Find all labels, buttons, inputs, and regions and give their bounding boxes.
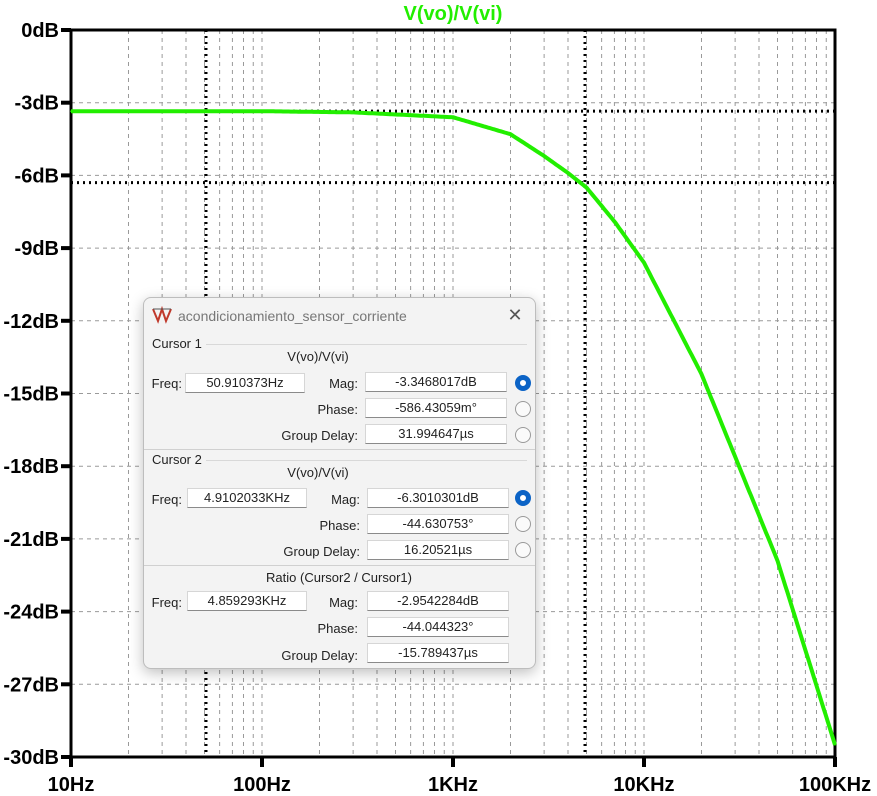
cursor1-gd-field[interactable]: 31.994647µs [365, 424, 507, 444]
cursor2-phase-field[interactable]: -44.630753° [367, 514, 509, 534]
cursor1-phase-field[interactable]: -586.43059m° [365, 398, 507, 418]
separator [144, 449, 535, 450]
cursor1-phase-label: Phase: [317, 402, 358, 417]
cursor2-freq-label: Freq: [151, 492, 182, 507]
data-point [585, 186, 588, 189]
cursor1-freq-label: Freq: [151, 376, 182, 391]
ratio-phase-field[interactable]: -44.044323° [367, 617, 509, 637]
cursor2-mag-field[interactable]: -6.3010301dB [367, 488, 509, 508]
separator [144, 565, 535, 566]
y-tick-label: -24dB [3, 602, 59, 624]
cursor2-gd-radio[interactable] [515, 542, 531, 558]
axis-labels: 0dB -3dB -6dB -9dB -12dB -15dB -18dB -21dB -24dB… [3, 20, 871, 796]
y-tick-label: -9dB [15, 238, 59, 260]
cursor2-freq-field[interactable]: 4.9102033KHz [187, 488, 307, 508]
x-tick-label: 100Hz [233, 774, 291, 796]
data-point [352, 111, 354, 114]
cursor1-mag-label: Mag: [329, 376, 358, 391]
cursor2-mag-radio[interactable] [515, 490, 531, 506]
data-point [452, 116, 454, 119]
series-layer [70, 109, 837, 746]
cursor1-expression: V(vo)/V(vi) [287, 349, 349, 364]
y-tick-label: -27dB [3, 674, 59, 696]
y-tick-label: -18dB [3, 456, 59, 478]
y-tick-label: 0dB [21, 20, 59, 42]
data-point [776, 559, 779, 562]
ratio-freq-field[interactable]: 4.859293KHz [187, 591, 307, 611]
x-tick-label: 1KHz [428, 774, 478, 796]
cursor2-expression: V(vo)/V(vi) [287, 465, 349, 480]
cursor2-gd-field[interactable]: 16.20521µs [367, 540, 509, 560]
data-point [613, 220, 616, 223]
cursor1-group-line [206, 344, 527, 345]
y-tick-label: -21dB [3, 529, 59, 551]
y-tick-label: -30dB [3, 747, 59, 769]
cursor1-freq-field[interactable]: 50.910373Hz [185, 373, 305, 393]
y-tick-label: -15dB [3, 384, 59, 406]
x-tick-label: 100KHz [799, 774, 871, 796]
data-point [543, 155, 545, 157]
cursor1-phase-radio[interactable] [515, 401, 531, 417]
data-point [834, 744, 836, 746]
ratio-mag-label: Mag: [329, 595, 358, 610]
cursor1-mag-field[interactable]: -3.3468017dB [365, 372, 507, 392]
cursor2-group-label: Cursor 2 [152, 452, 202, 467]
dialog-title: acondicionamiento_sensor_corriente [178, 308, 407, 324]
ratio-freq-label: Freq: [151, 595, 182, 610]
y-tick-label: -3dB [15, 93, 59, 115]
ratio-mag-field[interactable]: -2.9542284dB [367, 591, 509, 611]
ratio-gd-field[interactable]: -15.789437µs [367, 643, 509, 663]
cursor2-gd-label: Group Delay: [283, 544, 360, 559]
x-tick-label: 10Hz [48, 774, 95, 796]
cursor1-gd-radio[interactable] [515, 427, 531, 443]
data-point [70, 110, 72, 112]
chart-title[interactable]: V(vo)/V(vi) [404, 3, 503, 25]
dialog-titlebar[interactable]: acondicionamiento_sensor_corriente ✕ [144, 298, 535, 334]
cursor1-gd-label: Group Delay: [281, 428, 358, 443]
y-tick-label: -12dB [3, 311, 59, 333]
cursor1-mag-radio[interactable] [515, 375, 531, 391]
data-point [643, 261, 645, 264]
cursor2-mag-label: Mag: [331, 492, 360, 507]
cursor2-group-line [206, 460, 527, 461]
axis-ticks [61, 28, 837, 767]
ratio-label: Ratio (Cursor2 / Cursor1) [266, 570, 412, 585]
cursor2-phase-label: Phase: [319, 518, 360, 533]
data-point [700, 373, 703, 375]
cursor-dialog: acondicionamiento_sensor_corriente ✕ Cur… [143, 297, 536, 669]
y-tick-label: -6dB [15, 165, 59, 187]
close-button[interactable]: ✕ [507, 305, 523, 325]
cursor1-group-label: Cursor 1 [152, 336, 202, 351]
cursor2-phase-radio[interactable] [515, 516, 531, 532]
data-point [567, 172, 569, 174]
ltspice-app-icon [152, 306, 172, 324]
ratio-gd-label: Group Delay: [281, 648, 358, 663]
data-point [509, 133, 512, 136]
x-tick-label: 10KHz [613, 774, 674, 796]
data-point [261, 110, 263, 112]
ratio-phase-label: Phase: [317, 621, 358, 636]
